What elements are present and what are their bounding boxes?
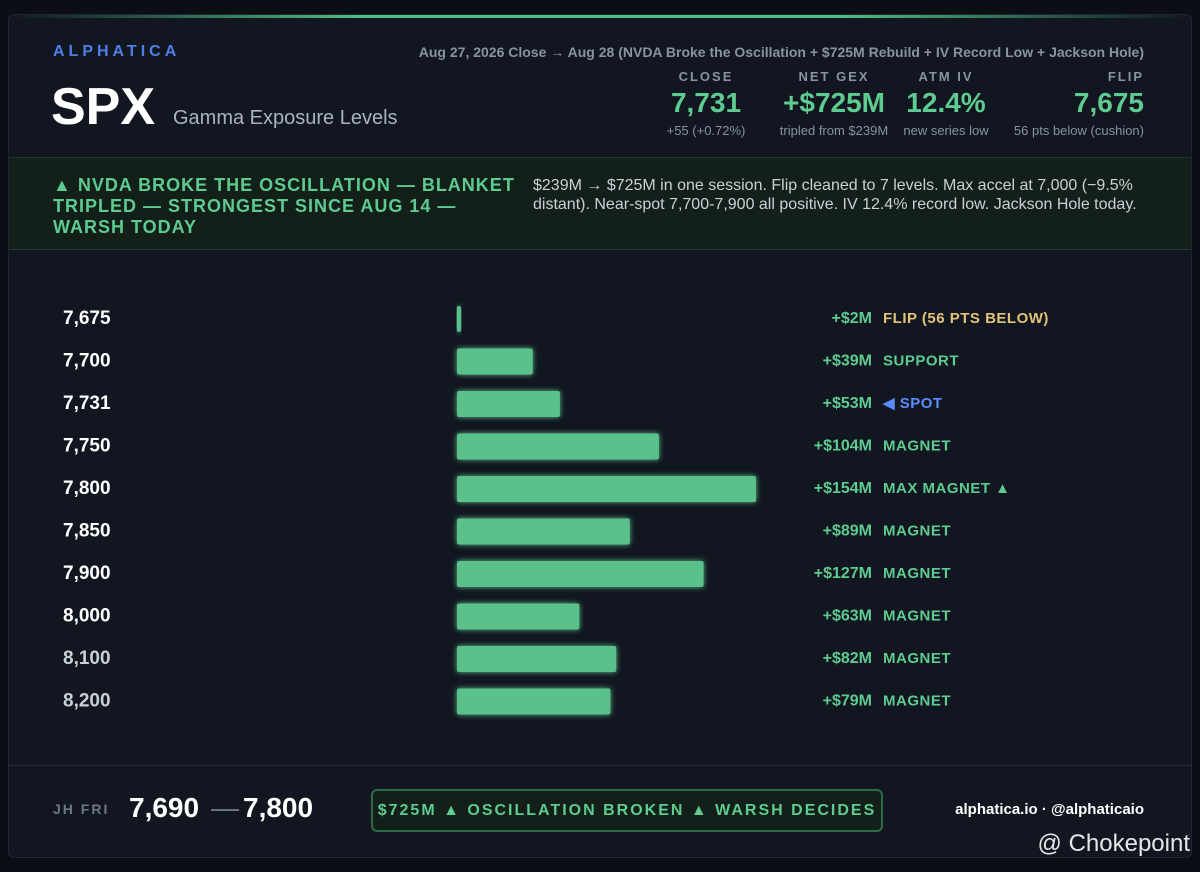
stat: NET GEX +$725M tripled from $239M: [759, 69, 909, 138]
banner-text: $239M → $725M in one session. Flip clean…: [533, 177, 1137, 213]
stat-label: NET GEX: [798, 69, 870, 84]
chart: 7,675 +$2M FLIP (56 PTS BELOW) 7,700 +$39M SU…: [63, 306, 1049, 715]
value-label: +$53M: [823, 395, 872, 412]
value-label: +$127M: [814, 565, 872, 582]
bar: [457, 688, 611, 715]
level-note: SUPPORT: [883, 352, 959, 369]
level-note: MAGNET: [883, 522, 951, 539]
bar: [457, 348, 533, 375]
category-label: 7,900: [63, 563, 111, 584]
separator: [9, 765, 1191, 766]
level-note: MAGNET: [883, 650, 951, 667]
jh-low: 7,690: [129, 792, 200, 823]
card: ALPHATICA SPX Gamma Exposure Levels Aug …: [8, 14, 1192, 858]
level-note: ◀ SPOT: [882, 395, 943, 412]
value-label: +$63M: [823, 608, 872, 625]
jh-separator: —: [211, 792, 239, 823]
stat-label: ATM IV: [918, 69, 974, 84]
subtitle: Aug 27, 2026 Close → Aug 28 (NVDA Broke …: [418, 44, 1144, 60]
level-note: FLIP (56 PTS BELOW): [883, 310, 1049, 327]
stat-value: 12.4%: [906, 87, 986, 118]
banner: ▲ NVDA BROKE THE OSCILLATION — BLANKET T…: [9, 157, 1191, 250]
stat-note: tripled from $239M: [779, 123, 889, 138]
stat-value: 7,675: [1073, 87, 1144, 118]
stat-value: 7,731: [670, 87, 742, 118]
stat: CLOSE 7,731 +55 (+0.72%): [631, 69, 781, 138]
category-label: 8,100: [63, 648, 111, 669]
bar: [457, 603, 580, 630]
pill: $725M ▲ OSCILLATION BROKEN ▲ WARSH DECID…: [371, 789, 883, 832]
level-note: MAGNET: [883, 692, 951, 709]
bar: [457, 306, 461, 332]
bar: [457, 561, 704, 587]
stat-label: CLOSE: [678, 69, 734, 84]
bar: [457, 646, 617, 672]
stat: FLIP 7,675 56 pts below (cushion): [924, 69, 1144, 138]
jh-label: JH FRI: [53, 801, 110, 817]
value-label: +$39M: [823, 353, 872, 370]
stat-note: new series low: [903, 123, 989, 138]
stat-label: FLIP: [1107, 69, 1144, 84]
category-label: 7,731: [63, 393, 111, 414]
credit: alphatica.io · @alphaticaio: [955, 801, 1144, 818]
value-label: +$2M: [832, 310, 872, 327]
value-label: +$104M: [814, 438, 872, 455]
stat: ATM IV 12.4% new series low: [871, 69, 1021, 138]
stat-note: +55 (+0.72%): [666, 123, 746, 138]
stat-value: +$725M: [783, 87, 885, 118]
value-label: +$89M: [823, 523, 872, 540]
watermark: @ Chokepoint: [1037, 830, 1190, 857]
level-note: MAGNET: [883, 565, 951, 582]
category-label: 7,675: [63, 308, 111, 329]
value-label: +$82M: [823, 650, 872, 667]
bar: [457, 518, 630, 545]
stat-note: 56 pts below (cushion): [1013, 123, 1144, 138]
value-label: +$79M: [823, 693, 872, 710]
value-label: +$154M: [814, 480, 872, 497]
level-note: MAGNET: [883, 437, 951, 454]
category-label: 8,200: [63, 691, 111, 712]
jh-high: 7,800: [243, 792, 314, 823]
title: Gamma Exposure Levels: [173, 107, 398, 129]
level-note: MAGNET: [883, 607, 951, 624]
brand: ALPHATICA: [53, 43, 181, 60]
bar: [457, 391, 560, 417]
bar: [457, 433, 659, 460]
category-label: 7,750: [63, 436, 111, 457]
bar: [457, 476, 756, 502]
category-label: 8,000: [63, 606, 111, 627]
category-label: 7,850: [63, 521, 111, 542]
level-note: MAX MAGNET ▲: [883, 480, 1011, 497]
category-label: 7,700: [63, 351, 111, 372]
ticker: SPX: [51, 78, 156, 136]
category-label: 7,800: [63, 478, 111, 499]
banner-headline: ▲ NVDA BROKE THE OSCILLATION — BLANKET T…: [53, 175, 515, 237]
